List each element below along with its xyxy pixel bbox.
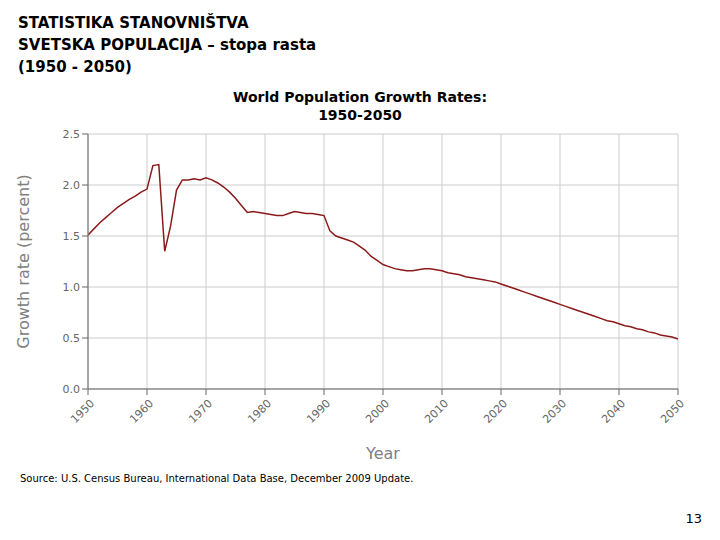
html-text:Source: U.S. Census Bureau, In: Source: U.S. Census Bureau, Internationa… bbox=[20, 473, 414, 484]
svg-text:0.5: 0.5 bbox=[63, 332, 81, 345]
svg-text:1950: 1950 bbox=[68, 397, 97, 426]
html-text:13: 13 bbox=[685, 511, 702, 526]
html-text:World Population Growth Rates:: World Population Growth Rates: bbox=[233, 89, 487, 105]
svg-text:1960: 1960 bbox=[127, 397, 156, 426]
svg-text:1980: 1980 bbox=[245, 397, 274, 426]
svg-text:2010: 2010 bbox=[422, 397, 451, 426]
svg-text:Year: Year bbox=[365, 444, 400, 463]
svg-text:2.5: 2.5 bbox=[63, 128, 81, 141]
svg-text:2030: 2030 bbox=[540, 397, 569, 426]
svg-text:2000: 2000 bbox=[363, 397, 392, 426]
html-text:SVETSKA POPULACIJA – stopa ras: SVETSKA POPULACIJA – stopa rasta bbox=[18, 36, 317, 54]
svg-text:Growth rate (percent): Growth rate (percent) bbox=[14, 174, 33, 348]
svg-text:1.0: 1.0 bbox=[63, 281, 81, 294]
svg-text:2050: 2050 bbox=[658, 397, 687, 426]
html-text:1950-2050: 1950-2050 bbox=[318, 107, 402, 123]
svg-text:2040: 2040 bbox=[599, 397, 628, 426]
html-text:STATISTIKA STANOVNIŠTVA: STATISTIKA STANOVNIŠTVA bbox=[18, 14, 249, 32]
html-text:(1950 - 2050): (1950 - 2050) bbox=[18, 58, 132, 76]
svg-text:1970: 1970 bbox=[186, 397, 215, 426]
svg-text:2.0: 2.0 bbox=[63, 179, 81, 192]
svg-text:2020: 2020 bbox=[481, 397, 510, 426]
svg-text:0.0: 0.0 bbox=[63, 383, 81, 396]
svg-text:1990: 1990 bbox=[304, 397, 333, 426]
svg-text:1.5: 1.5 bbox=[63, 230, 81, 243]
